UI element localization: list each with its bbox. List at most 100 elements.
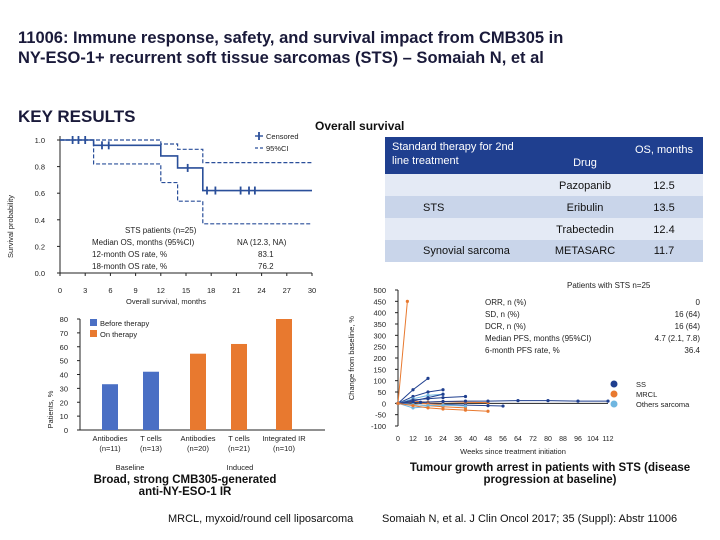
spider-legend-label: SS bbox=[636, 380, 646, 389]
spider-stats-heading: Patients with STS n=25 bbox=[567, 281, 651, 290]
spider-point bbox=[463, 394, 468, 399]
spider-point bbox=[486, 399, 490, 403]
spider-stats-label: DCR, n (%) bbox=[485, 322, 526, 331]
spider-y-tick-label: 150 bbox=[373, 365, 386, 374]
spider-y-tick-label: 300 bbox=[373, 331, 386, 340]
table-header-os: OS, months bbox=[634, 144, 694, 156]
table-cell-drug: Pazopanib bbox=[559, 180, 611, 192]
spider-point bbox=[463, 408, 468, 412]
bar-y-tick-label: 60 bbox=[60, 343, 68, 352]
bar-category-n: (n=11) bbox=[99, 444, 121, 453]
bar-y-tick-label: 10 bbox=[60, 412, 68, 421]
bar-category-n: (n=20) bbox=[187, 444, 209, 453]
spider-point bbox=[516, 399, 520, 403]
spider-x-tick-label: 72 bbox=[529, 436, 537, 443]
spider-point bbox=[606, 399, 610, 403]
table-row-2 bbox=[385, 196, 703, 218]
spider-point bbox=[546, 399, 550, 403]
key-results-heading: KEY RESULTS bbox=[18, 107, 136, 126]
km-y-label: Survival probability bbox=[6, 195, 15, 258]
spider-y-tick-label: 50 bbox=[378, 388, 386, 397]
left-caption: Broad, strong CMB305-generated anti-NY-E… bbox=[93, 474, 277, 498]
spider-legend-label: Others sarcoma bbox=[636, 400, 690, 409]
table-row-4 bbox=[385, 240, 703, 262]
km-stats-label: 12-month OS rate, % bbox=[92, 250, 168, 259]
spider-x-tick-label: 104 bbox=[587, 436, 599, 443]
km-y-tick-label: 0.8 bbox=[35, 163, 45, 172]
km-x-tick-label: 21 bbox=[232, 286, 240, 295]
table-header-col1: Standard therapy for 2nd line treatment bbox=[392, 141, 514, 167]
table-cell-drug: METASARC bbox=[554, 245, 616, 257]
km-x-tick-label: 0 bbox=[58, 286, 62, 295]
spider-x-tick-label: 0 bbox=[396, 436, 400, 443]
km-x-tick-label: 3 bbox=[83, 286, 87, 295]
standard-therapy-table: Standard therapy for 2nd line treatment … bbox=[385, 137, 703, 262]
bar-category-n: (n=21) bbox=[228, 444, 250, 453]
bar-legend-swatch bbox=[90, 330, 97, 337]
spider-point bbox=[441, 407, 445, 411]
bar-group-label: Induced bbox=[227, 463, 254, 472]
spider-y-tick-label: 350 bbox=[373, 320, 386, 329]
page-title: 11006: Immune response, safety, and surv… bbox=[18, 29, 564, 68]
spider-y-tick-label: -100 bbox=[371, 422, 386, 431]
table-header bbox=[385, 137, 703, 174]
bar-category-label: Integrated IR bbox=[262, 434, 306, 443]
km-stats-label: Median OS, months (95%CI) bbox=[92, 238, 195, 247]
spider-x-tick-label: 40 bbox=[469, 436, 477, 443]
spider-point bbox=[405, 299, 409, 303]
spider-y-tick-label: 250 bbox=[373, 343, 386, 352]
spider-point bbox=[441, 399, 445, 404]
spider-stats-value: 36.4 bbox=[684, 346, 700, 355]
spider-x-label: Weeks since treatment initiation bbox=[460, 447, 566, 456]
bar-y-tick-label: 80 bbox=[60, 315, 68, 324]
km-legend-censored: Censored bbox=[266, 132, 299, 141]
bar bbox=[231, 343, 247, 430]
km-x-tick-label: 9 bbox=[134, 286, 138, 295]
spider-series-line bbox=[397, 402, 489, 412]
table-cell-os: 11.7 bbox=[653, 245, 675, 257]
spider-y-tick-label: 450 bbox=[373, 297, 386, 306]
km-legend-ci: 95%CI bbox=[266, 144, 289, 153]
spider-x-tick-label: 56 bbox=[499, 436, 507, 443]
bar-category-label: Antibodies bbox=[180, 434, 215, 443]
bar-legend-label: Before therapy bbox=[100, 319, 149, 328]
spider-series-line bbox=[397, 301, 408, 404]
spider-x-tick-label: 48 bbox=[484, 436, 492, 443]
spider-x-tick-label: 24 bbox=[439, 436, 447, 443]
bar-y-tick-label: 30 bbox=[60, 384, 68, 393]
spider-point bbox=[576, 399, 580, 403]
bar-y-tick-label: 20 bbox=[60, 398, 68, 407]
km-x-tick-label: 30 bbox=[308, 286, 316, 295]
spider-x-tick-label: 112 bbox=[602, 436, 613, 443]
km-stats-heading: STS patients (n=25) bbox=[125, 226, 197, 235]
km-x-tick-label: 24 bbox=[257, 286, 265, 295]
spider-point bbox=[463, 399, 468, 403]
km-x-label: Overall survival, months bbox=[126, 297, 206, 306]
spider-stats-label: Median PFS, months (95%CI) bbox=[485, 334, 592, 343]
spider-x-tick-label: 12 bbox=[409, 436, 417, 443]
spider-point bbox=[411, 388, 415, 392]
bar bbox=[143, 371, 159, 430]
spider-series-line bbox=[397, 389, 444, 404]
spider-y-tick-label: 100 bbox=[373, 377, 386, 386]
spider-x-tick-label: 64 bbox=[514, 436, 522, 443]
km-ci-line bbox=[60, 139, 312, 225]
bar-y-tick-label: 50 bbox=[60, 357, 68, 366]
table-row-3 bbox=[385, 218, 703, 240]
spider-point bbox=[418, 400, 423, 404]
km-y-tick-label: 0.4 bbox=[35, 216, 45, 225]
spider-point bbox=[441, 392, 445, 396]
bar-category-label: T cells bbox=[228, 434, 250, 443]
bar bbox=[102, 384, 118, 430]
bar bbox=[190, 353, 206, 430]
km-x-tick-label: 18 bbox=[207, 286, 215, 295]
spider-stats-value: 16 (64) bbox=[674, 322, 700, 331]
spider-stats-label: 6-month PFS rate, % bbox=[485, 346, 560, 355]
spider-point bbox=[411, 394, 415, 399]
spider-y-tick-label: 200 bbox=[373, 354, 386, 363]
bar-category-label: Antibodies bbox=[92, 434, 127, 443]
spider-x-tick-label: 80 bbox=[544, 436, 552, 443]
bar-category-n: (n=13) bbox=[140, 444, 162, 453]
spider-series-line bbox=[397, 393, 444, 404]
